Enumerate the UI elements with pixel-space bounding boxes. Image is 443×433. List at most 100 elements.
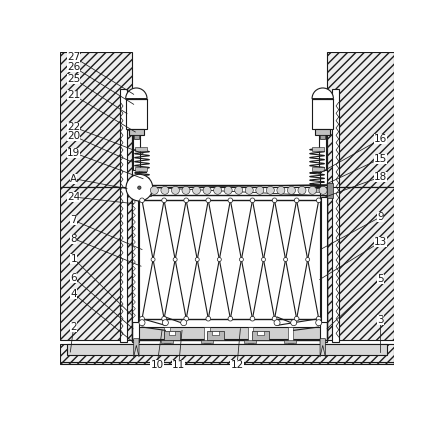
Circle shape [250, 317, 255, 321]
Circle shape [277, 186, 285, 194]
Bar [136, 188, 147, 192]
Text: 3: 3 [377, 315, 384, 325]
Text: 10: 10 [151, 360, 163, 370]
Text: 19: 19 [67, 148, 80, 158]
Circle shape [151, 258, 155, 262]
Bar [60, 362, 394, 364]
Text: 2: 2 [70, 322, 77, 332]
Circle shape [139, 320, 145, 326]
Bar [136, 167, 147, 171]
Circle shape [235, 186, 243, 194]
Bar [60, 344, 394, 362]
Bar [327, 183, 333, 198]
Bar [126, 99, 147, 129]
Text: A: A [70, 174, 77, 184]
Circle shape [126, 174, 153, 201]
Text: 8: 8 [70, 234, 77, 244]
Circle shape [161, 186, 169, 194]
Circle shape [206, 198, 210, 203]
Bar [120, 89, 127, 342]
Circle shape [184, 198, 189, 203]
Circle shape [228, 198, 233, 203]
Circle shape [256, 186, 264, 194]
Bar [312, 147, 324, 151]
Bar [60, 355, 394, 362]
Circle shape [284, 258, 288, 262]
Wedge shape [312, 88, 334, 99]
Bar [312, 99, 334, 129]
Bar [252, 331, 269, 340]
Circle shape [261, 258, 265, 262]
Circle shape [228, 317, 233, 321]
Bar [164, 331, 180, 340]
Bar [288, 327, 293, 343]
Bar [312, 188, 324, 192]
Bar [132, 89, 140, 342]
Bar [204, 327, 210, 343]
Text: 24: 24 [67, 192, 80, 202]
Text: 6: 6 [70, 273, 77, 283]
Circle shape [272, 198, 277, 203]
Circle shape [239, 258, 243, 262]
Text: 25: 25 [67, 74, 80, 84]
Text: 9: 9 [377, 212, 384, 222]
Circle shape [272, 317, 277, 321]
Bar [67, 344, 387, 355]
Circle shape [150, 186, 158, 194]
Circle shape [214, 186, 222, 194]
Circle shape [162, 320, 168, 326]
Polygon shape [134, 339, 139, 357]
Circle shape [162, 317, 167, 321]
Circle shape [171, 186, 179, 194]
Bar [60, 187, 132, 340]
Text: 12: 12 [230, 360, 244, 370]
Bar [327, 187, 394, 340]
Bar [315, 129, 330, 135]
Bar [320, 135, 326, 139]
Bar [60, 52, 132, 187]
Circle shape [294, 317, 299, 321]
Circle shape [140, 317, 144, 321]
Bar [132, 327, 327, 339]
Circle shape [274, 320, 280, 326]
Bar [147, 184, 151, 196]
Circle shape [319, 186, 327, 194]
Circle shape [138, 186, 141, 189]
Circle shape [250, 198, 255, 203]
Bar [132, 197, 138, 322]
Circle shape [266, 186, 274, 194]
Bar [129, 129, 144, 135]
Circle shape [184, 317, 189, 321]
Circle shape [316, 320, 322, 326]
Circle shape [195, 258, 199, 262]
Text: 11: 11 [172, 360, 185, 370]
Text: 20: 20 [67, 131, 80, 141]
Bar [284, 340, 296, 343]
Text: 16: 16 [374, 134, 387, 144]
Text: 21: 21 [67, 90, 80, 100]
Circle shape [316, 198, 321, 203]
Circle shape [203, 186, 211, 194]
Bar [133, 103, 140, 170]
Bar [245, 340, 256, 343]
Bar [332, 89, 339, 342]
Text: 13: 13 [374, 237, 387, 247]
Bar [320, 89, 327, 342]
Circle shape [206, 317, 210, 321]
Circle shape [308, 186, 316, 194]
Bar [164, 327, 170, 343]
Bar [327, 52, 394, 187]
Circle shape [316, 317, 321, 321]
Bar [201, 340, 213, 343]
Text: 22: 22 [67, 122, 80, 132]
Circle shape [306, 258, 310, 262]
Bar [312, 167, 324, 171]
Circle shape [218, 258, 222, 262]
Circle shape [173, 258, 177, 262]
Circle shape [294, 198, 299, 203]
Polygon shape [320, 339, 326, 357]
Bar [161, 340, 173, 343]
Circle shape [193, 186, 201, 194]
Text: 26: 26 [67, 62, 80, 72]
Circle shape [298, 186, 306, 194]
